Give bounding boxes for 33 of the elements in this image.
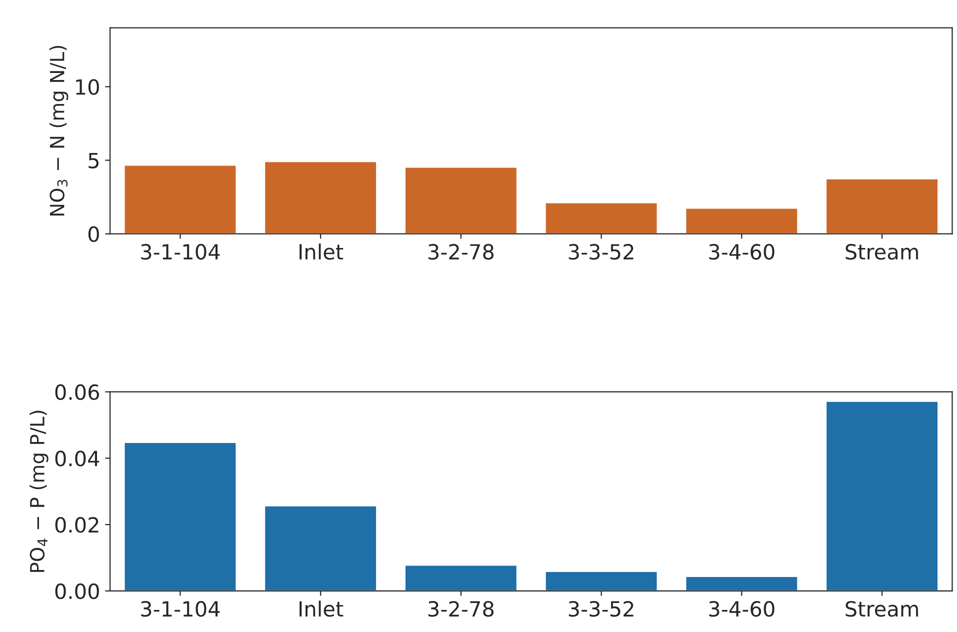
- x-tick-label: 3-1-104: [141, 601, 220, 617]
- bar: [684, 576, 799, 591]
- x-tick-label: 3-4-60: [709, 601, 774, 617]
- bar: [404, 564, 518, 591]
- y-tick-label: 10: [76, 79, 99, 95]
- bar: [123, 164, 238, 234]
- x-tick-label: Inlet: [300, 244, 344, 260]
- x-tick-label: 3-4-60: [709, 244, 774, 260]
- x-tick-label: 3-3-52: [568, 244, 634, 260]
- x-tick-label: 3-3-52: [568, 601, 634, 617]
- x-tick-label: Stream: [846, 244, 918, 260]
- x-tick-label: 3-1-104: [141, 244, 220, 260]
- y-axis-title: PO$_{4}$ − P (mg P/L): [30, 410, 48, 572]
- bar: [264, 504, 378, 591]
- bar: [684, 207, 799, 234]
- bar: [825, 400, 939, 591]
- y-tick-label: 5: [88, 152, 99, 168]
- bar: [544, 570, 658, 591]
- y-axis-title: NO$_{3}$ − N (mg N/L): [49, 46, 68, 216]
- y-tick-label: 0: [88, 226, 99, 242]
- y-tick-label: 0.00: [55, 583, 99, 600]
- y-tick-label: 0.02: [55, 517, 98, 533]
- bar: [825, 178, 939, 234]
- bar: [544, 202, 658, 234]
- y-tick-label: 0.06: [55, 384, 100, 400]
- x-tick-label: Stream: [846, 601, 918, 617]
- x-tick-label: 3-2-78: [428, 601, 494, 617]
- y-tick-label: 0.04: [55, 450, 100, 466]
- x-tick-label: 3-2-78: [428, 244, 494, 260]
- bar: [123, 442, 238, 591]
- bar: [264, 160, 378, 234]
- x-tick-label: Inlet: [300, 600, 344, 617]
- bar: [404, 166, 518, 234]
